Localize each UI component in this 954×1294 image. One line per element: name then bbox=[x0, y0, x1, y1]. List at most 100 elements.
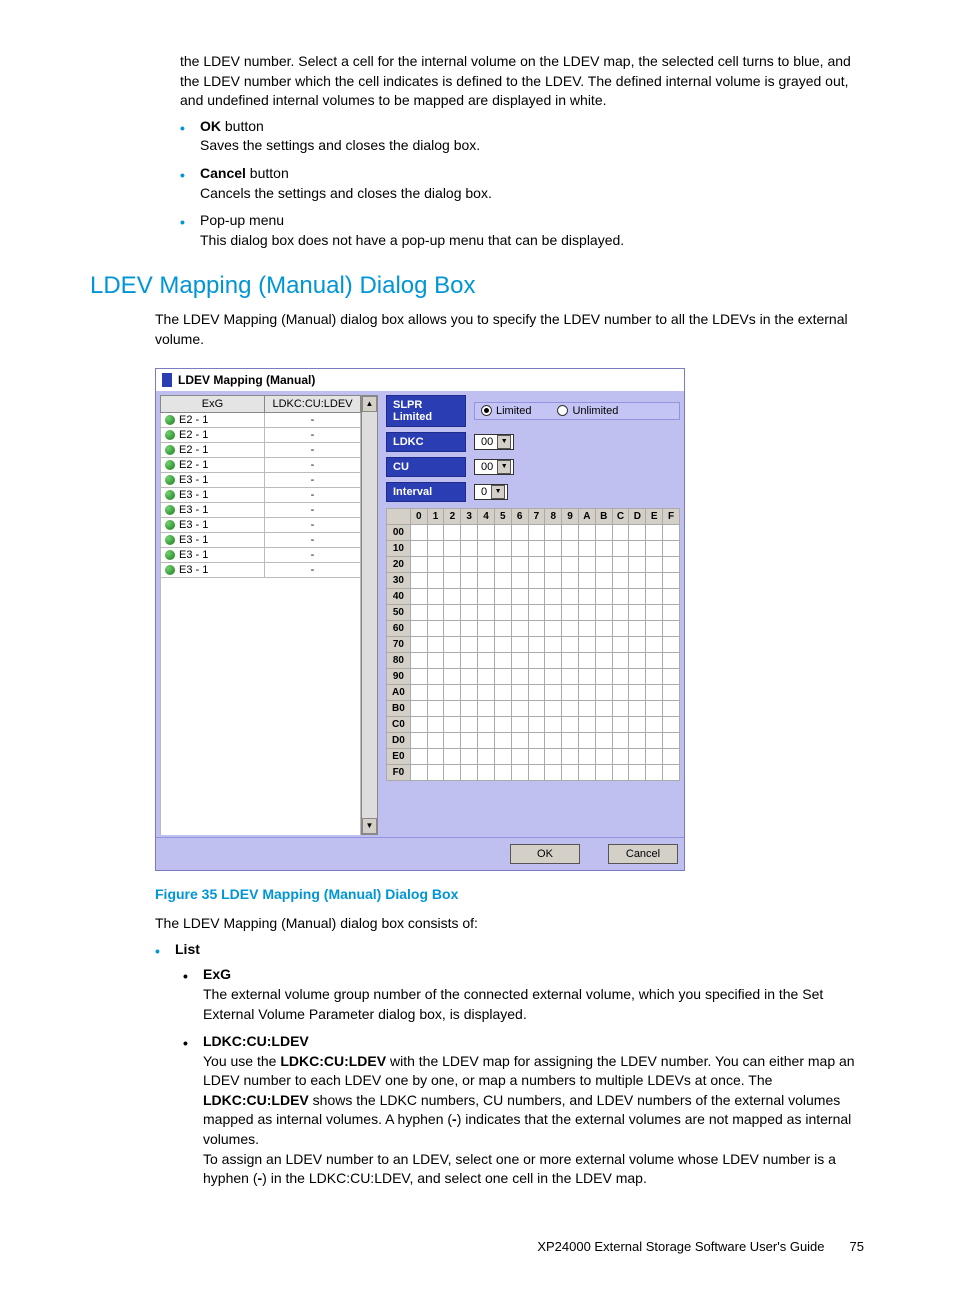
map-cell[interactable] bbox=[528, 716, 545, 732]
map-cell[interactable] bbox=[663, 732, 680, 748]
map-cell[interactable] bbox=[545, 556, 562, 572]
map-cell[interactable] bbox=[444, 572, 461, 588]
map-cell[interactable] bbox=[511, 572, 528, 588]
map-cell[interactable] bbox=[663, 556, 680, 572]
map-cell[interactable] bbox=[528, 684, 545, 700]
map-cell[interactable] bbox=[511, 604, 528, 620]
map-cell[interactable] bbox=[595, 556, 612, 572]
map-cell[interactable] bbox=[410, 700, 427, 716]
map-cell[interactable] bbox=[410, 636, 427, 652]
map-cell[interactable] bbox=[511, 524, 528, 540]
map-cell[interactable] bbox=[528, 652, 545, 668]
map-cell[interactable] bbox=[545, 684, 562, 700]
map-cell[interactable] bbox=[646, 748, 663, 764]
map-cell[interactable] bbox=[578, 588, 595, 604]
map-cell[interactable] bbox=[528, 748, 545, 764]
map-cell[interactable] bbox=[646, 684, 663, 700]
map-cell[interactable] bbox=[629, 604, 646, 620]
map-cell[interactable] bbox=[461, 604, 478, 620]
table-row[interactable]: E2 - 1- bbox=[161, 412, 361, 427]
map-cell[interactable] bbox=[612, 588, 629, 604]
map-cell[interactable] bbox=[410, 572, 427, 588]
map-cell[interactable] bbox=[578, 748, 595, 764]
map-cell[interactable] bbox=[578, 652, 595, 668]
map-cell[interactable] bbox=[478, 540, 495, 556]
map-cell[interactable] bbox=[629, 748, 646, 764]
map-cell[interactable] bbox=[427, 524, 444, 540]
map-cell[interactable] bbox=[578, 572, 595, 588]
map-cell[interactable] bbox=[578, 540, 595, 556]
map-cell[interactable] bbox=[612, 700, 629, 716]
map-cell[interactable] bbox=[562, 732, 579, 748]
map-cell[interactable] bbox=[663, 748, 680, 764]
map-cell[interactable] bbox=[461, 716, 478, 732]
map-cell[interactable] bbox=[595, 636, 612, 652]
scrollbar[interactable]: ▲ ▼ bbox=[361, 395, 378, 835]
radio-unlimited[interactable]: Unlimited bbox=[557, 405, 618, 417]
map-cell[interactable] bbox=[427, 684, 444, 700]
table-row[interactable]: E3 - 1- bbox=[161, 487, 361, 502]
col-ldev[interactable]: LDKC:CU:LDEV bbox=[265, 395, 361, 412]
map-cell[interactable] bbox=[578, 604, 595, 620]
map-cell[interactable] bbox=[478, 556, 495, 572]
table-row[interactable]: E3 - 1- bbox=[161, 472, 361, 487]
map-cell[interactable] bbox=[528, 732, 545, 748]
map-cell[interactable] bbox=[578, 732, 595, 748]
map-cell[interactable] bbox=[545, 716, 562, 732]
map-cell[interactable] bbox=[427, 556, 444, 572]
map-cell[interactable] bbox=[562, 620, 579, 636]
map-cell[interactable] bbox=[629, 668, 646, 684]
map-cell[interactable] bbox=[562, 636, 579, 652]
map-cell[interactable] bbox=[410, 604, 427, 620]
map-cell[interactable] bbox=[478, 684, 495, 700]
map-cell[interactable] bbox=[478, 572, 495, 588]
map-cell[interactable] bbox=[478, 636, 495, 652]
map-cell[interactable] bbox=[427, 764, 444, 780]
map-cell[interactable] bbox=[511, 764, 528, 780]
map-cell[interactable] bbox=[612, 668, 629, 684]
map-cell[interactable] bbox=[595, 668, 612, 684]
map-cell[interactable] bbox=[595, 652, 612, 668]
map-cell[interactable] bbox=[629, 540, 646, 556]
map-cell[interactable] bbox=[629, 620, 646, 636]
map-cell[interactable] bbox=[410, 588, 427, 604]
map-cell[interactable] bbox=[410, 540, 427, 556]
map-cell[interactable] bbox=[545, 764, 562, 780]
map-cell[interactable] bbox=[646, 764, 663, 780]
map-cell[interactable] bbox=[528, 604, 545, 620]
map-cell[interactable] bbox=[461, 524, 478, 540]
map-cell[interactable] bbox=[528, 620, 545, 636]
ldkc-select[interactable]: 00▼ bbox=[474, 434, 514, 450]
map-cell[interactable] bbox=[494, 524, 511, 540]
map-cell[interactable] bbox=[545, 588, 562, 604]
map-cell[interactable] bbox=[444, 732, 461, 748]
map-cell[interactable] bbox=[612, 524, 629, 540]
map-cell[interactable] bbox=[410, 732, 427, 748]
map-cell[interactable] bbox=[478, 668, 495, 684]
map-cell[interactable] bbox=[562, 604, 579, 620]
map-cell[interactable] bbox=[494, 652, 511, 668]
map-cell[interactable] bbox=[629, 700, 646, 716]
map-cell[interactable] bbox=[612, 652, 629, 668]
map-cell[interactable] bbox=[444, 556, 461, 572]
map-cell[interactable] bbox=[612, 636, 629, 652]
map-cell[interactable] bbox=[494, 668, 511, 684]
map-cell[interactable] bbox=[612, 620, 629, 636]
map-cell[interactable] bbox=[646, 700, 663, 716]
map-cell[interactable] bbox=[427, 700, 444, 716]
map-cell[interactable] bbox=[427, 572, 444, 588]
map-cell[interactable] bbox=[478, 524, 495, 540]
map-cell[interactable] bbox=[545, 748, 562, 764]
map-cell[interactable] bbox=[663, 764, 680, 780]
map-cell[interactable] bbox=[663, 572, 680, 588]
map-cell[interactable] bbox=[511, 684, 528, 700]
map-cell[interactable] bbox=[511, 636, 528, 652]
map-cell[interactable] bbox=[461, 748, 478, 764]
map-cell[interactable] bbox=[478, 620, 495, 636]
map-cell[interactable] bbox=[663, 668, 680, 684]
map-cell[interactable] bbox=[545, 524, 562, 540]
map-cell[interactable] bbox=[595, 524, 612, 540]
map-cell[interactable] bbox=[562, 668, 579, 684]
map-cell[interactable] bbox=[646, 620, 663, 636]
map-cell[interactable] bbox=[663, 588, 680, 604]
